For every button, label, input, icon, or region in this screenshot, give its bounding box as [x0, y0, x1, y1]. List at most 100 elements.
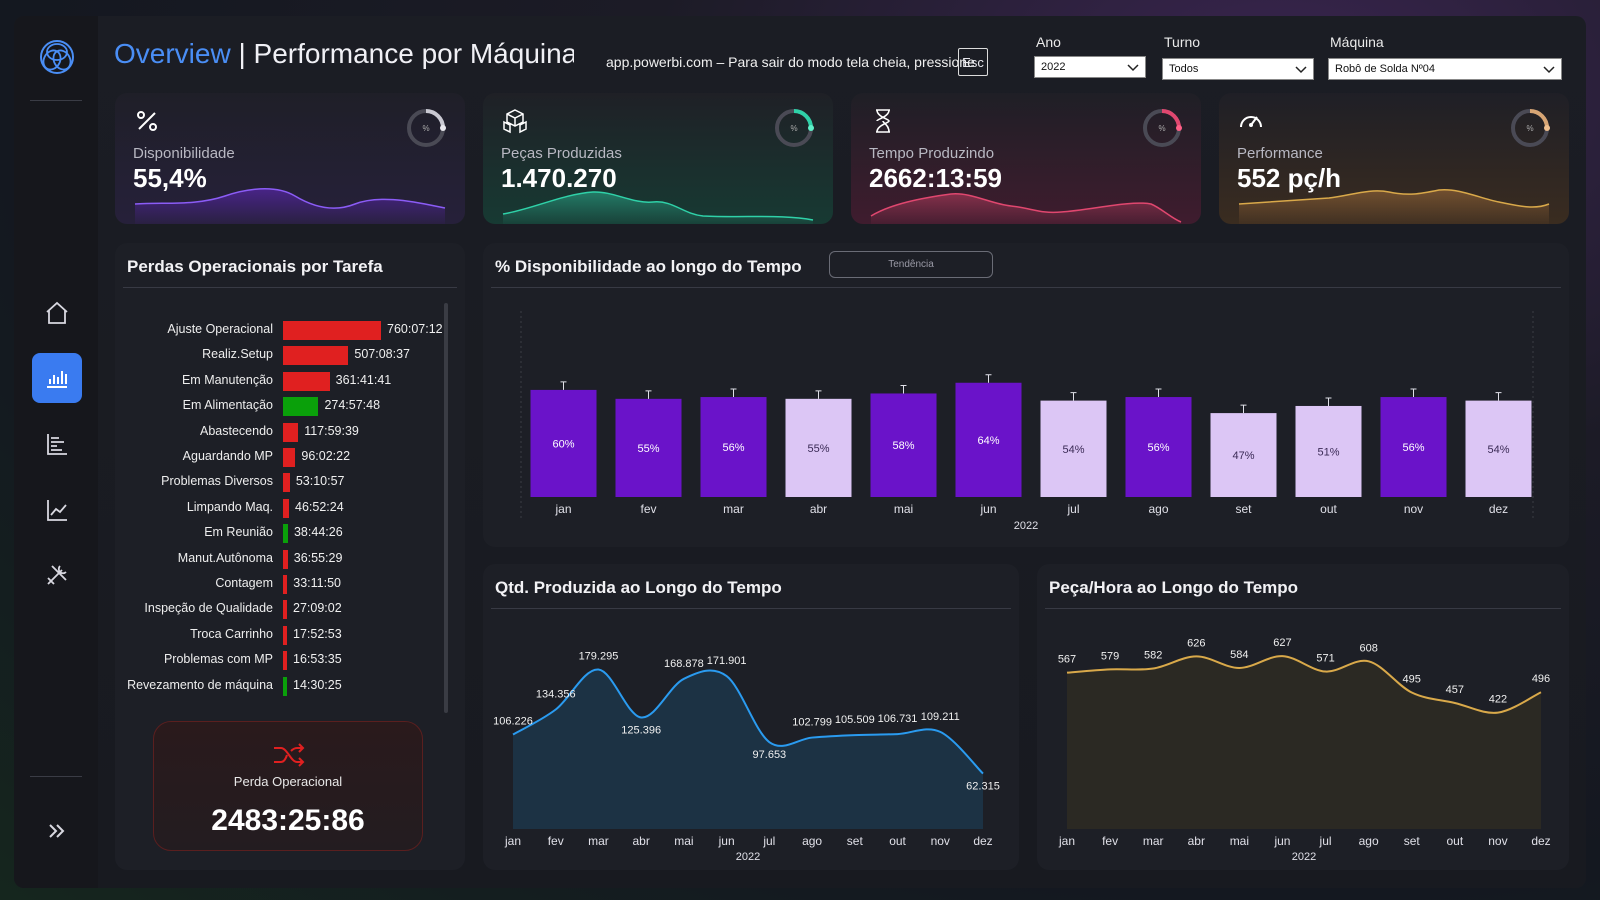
loss-bar[interactable] — [283, 397, 319, 417]
loss-bar[interactable] — [283, 549, 288, 569]
filter-maquina-select[interactable]: Robô de Solda Nº04 — [1328, 58, 1562, 80]
losses-panel: Perdas Operacionais por Tarefa Ajuste Op… — [115, 243, 465, 870]
data-label: 55% — [807, 443, 829, 455]
loss-row[interactable]: Troca Carrinho 17:52:53 — [115, 623, 455, 647]
loss-bar[interactable] — [283, 346, 349, 366]
double-chevron-right-icon — [49, 824, 65, 838]
shuffle-icon — [274, 743, 305, 767]
loss-bar[interactable] — [283, 422, 299, 442]
divider — [491, 608, 1011, 609]
loss-row[interactable]: Problemas com MP 16:53:35 — [115, 648, 455, 672]
loss-bar[interactable] — [283, 498, 290, 518]
kpi-card-performance: % Performance 552 pç/h — [1219, 93, 1569, 224]
loss-bar[interactable] — [283, 448, 296, 467]
loss-row[interactable]: Manut.Autônoma 36:55:29 — [115, 547, 455, 571]
tick-label: mar — [723, 502, 744, 516]
loss-row[interactable]: Aguardando MP 96:02:22 — [115, 445, 455, 469]
availability-chart-title: % Disponibilidade ao longo do Tempo — [495, 257, 802, 276]
loss-row[interactable]: Em Reunião 38:44:26 — [115, 521, 455, 545]
nav-list[interactable] — [32, 419, 82, 469]
loss-name: Troca Carrinho — [190, 626, 273, 641]
loss-bar[interactable] — [283, 651, 287, 671]
tick-label: dez — [973, 834, 992, 848]
loss-bar[interactable] — [283, 625, 287, 645]
loss-name: Problemas com MP — [163, 652, 273, 667]
kpi-card-tempo-produzindo: % Tempo Produzindo 2662:13:59 — [851, 93, 1201, 224]
data-label: 109.211 — [921, 711, 960, 723]
nav-home[interactable] — [32, 288, 82, 338]
tick-label: ago — [1359, 834, 1379, 848]
loss-row[interactable]: Revezamento de máquina 14:30:25 — [115, 674, 455, 698]
loss-name: Ajuste Operacional — [167, 322, 273, 336]
data-label: 58% — [892, 440, 914, 452]
tick-label: fev — [1102, 834, 1118, 848]
loss-bar[interactable] — [283, 371, 330, 391]
tick-label: jun — [1273, 834, 1290, 848]
loss-value: 507:08:37 — [354, 347, 410, 362]
loss-row[interactable]: Realiz.Setup 507:08:37 — [115, 343, 455, 367]
axis-label: 2022 — [736, 851, 760, 863]
loss-row[interactable]: Em Alimentação 274:57:48 — [115, 394, 455, 418]
kpi-label: Tempo Produzindo — [869, 145, 995, 162]
sidebar-expand-button[interactable] — [32, 806, 82, 856]
home-icon — [46, 301, 68, 324]
loss-row[interactable]: Limpando Maq. 46:52:24 — [115, 496, 455, 520]
loss-row[interactable]: Contagem 33:11:50 — [115, 572, 455, 596]
loss-row[interactable]: Inspeção de Qualidade 27:09:02 — [115, 597, 455, 621]
data-label: 626 — [1187, 637, 1205, 649]
pph-chart-panel: Peça/Hora ao Longo do Tempo 567 jan 579 fev… — [1037, 564, 1569, 870]
bar[interactable] — [1295, 405, 1362, 497]
loss-bar[interactable] — [283, 676, 287, 696]
tick-label: set — [847, 834, 864, 848]
sidebar-divider — [30, 100, 82, 101]
kpi-label: Disponibilidade — [133, 145, 235, 162]
loss-bar[interactable] — [283, 600, 287, 620]
error-bar — [815, 390, 822, 399]
loss-row[interactable]: Problemas Diversos 53:10:57 — [115, 470, 455, 494]
bar[interactable] — [700, 397, 767, 497]
loss-bar[interactable] — [283, 524, 288, 544]
loss-row[interactable]: Em Manutenção 361:41:41 — [115, 369, 455, 393]
bar[interactable] — [1465, 400, 1532, 497]
error-bar — [900, 384, 907, 394]
esc-key[interactable]: Esc — [958, 48, 988, 76]
bar[interactable] — [1380, 397, 1447, 497]
loss-bar[interactable] — [283, 575, 288, 594]
nav-overview[interactable] — [32, 353, 82, 403]
loss-row[interactable]: Ajuste Operacional 760:07:12 — [115, 318, 455, 342]
availability-chart-panel: % Disponibilidade ao longo do Tempo Tend… — [483, 243, 1569, 547]
nav-trend[interactable] — [32, 485, 82, 535]
loss-value: 36:55:29 — [293, 550, 343, 565]
bar[interactable] — [1210, 413, 1277, 497]
bar[interactable] — [785, 398, 852, 497]
tick-label: nov — [1488, 834, 1507, 848]
kpi-ring: % — [407, 109, 446, 147]
divider — [123, 287, 457, 288]
data-label: 105.509 — [835, 714, 875, 726]
loss-bar[interactable] — [283, 321, 381, 340]
tick-label: out — [889, 834, 906, 848]
losses-scrollbar[interactable] — [444, 303, 448, 713]
bar[interactable] — [870, 393, 937, 497]
kpi-ring-label: % — [422, 124, 429, 133]
filter-turno-select[interactable]: Todos — [1162, 58, 1314, 80]
loss-name: Realiz.Setup — [202, 347, 273, 362]
loss-bar[interactable] — [283, 473, 290, 493]
bar[interactable] — [615, 398, 682, 497]
filter-ano-select[interactable]: 2022 — [1034, 56, 1146, 78]
bar[interactable] — [1040, 400, 1107, 497]
qty-area-chart: 106.226 jan 134.356 fev 179.295 mar 125.396 abr… — [493, 651, 1000, 863]
axis-label: 2022 — [1292, 851, 1316, 863]
kpi-label: Peças Produzidas — [501, 145, 622, 162]
tick-label: nov — [931, 834, 950, 848]
tick-label: mar — [588, 834, 609, 848]
nav-tools[interactable] — [32, 550, 82, 600]
bar[interactable] — [955, 382, 1022, 497]
tick-label: set — [1235, 502, 1252, 516]
kpi-ring-label: % — [1526, 124, 1533, 133]
loss-row[interactable]: Abastecendo 117:59:39 — [115, 420, 455, 444]
bar[interactable] — [1125, 397, 1192, 497]
kpi-card-pecas-produzidas: % Peças Produzidas 1.470.270 — [483, 93, 833, 224]
trend-button[interactable]: Tendência — [829, 251, 993, 278]
bar[interactable] — [530, 389, 597, 497]
